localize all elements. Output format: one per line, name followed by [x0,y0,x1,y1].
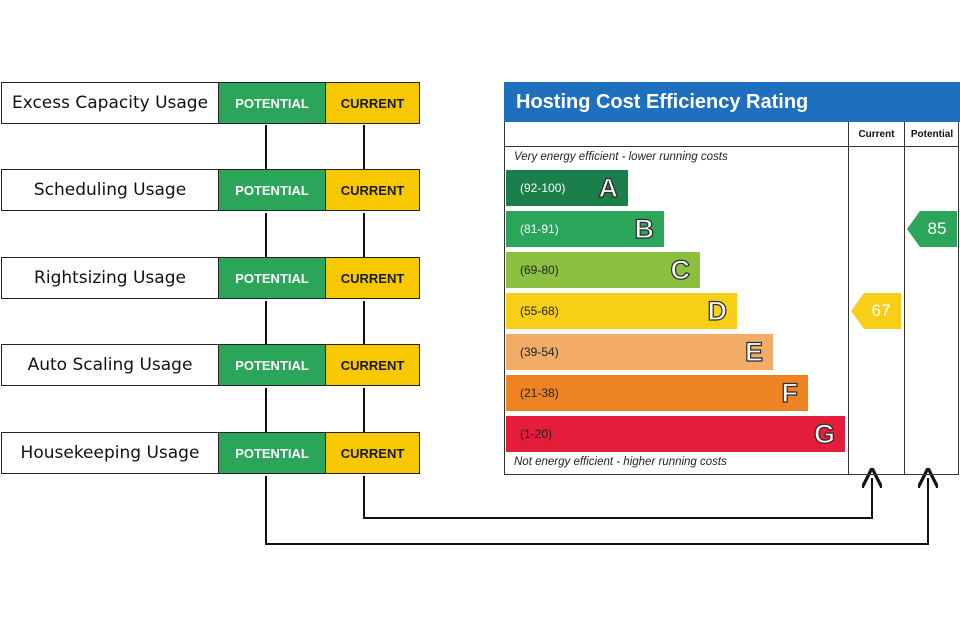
potential-tag: POTENTIAL [219,83,326,123]
usage-row: Scheduling Usage POTENTIAL CURRENT [1,169,420,211]
rating-title: Hosting Cost Efficiency Rating [516,90,809,113]
rating-band-g: (1-20) G [506,416,845,452]
bottom-caption: Not energy efficient - higher running co… [514,456,727,468]
band-range: (1-20) [520,427,553,441]
band-range: (81-91) [520,222,559,236]
potential-column-divider [904,122,905,474]
usage-row: Excess Capacity Usage POTENTIAL CURRENT [1,82,420,124]
current-rating-marker: 67 [851,293,901,329]
current-rating-value: 67 [871,301,891,320]
band-range: (55-68) [520,304,559,318]
usage-row: Rightsizing Usage POTENTIAL CURRENT [1,257,420,299]
potential-tag: POTENTIAL [219,345,326,385]
potential-tag: POTENTIAL [219,433,326,473]
band-range: (21-38) [520,386,559,400]
rating-band-d: (55-68) D [506,293,737,329]
usage-row: Auto Scaling Usage POTENTIAL CURRENT [1,344,420,386]
header-divider [505,146,958,147]
rating-title-bar: Hosting Cost Efficiency Rating [504,82,960,122]
usage-label: Housekeeping Usage [2,433,219,473]
band-range: (69-80) [520,263,559,277]
band-letter: E [744,336,763,367]
potential-feed-arrow [265,476,928,545]
potential-tag: POTENTIAL [219,258,326,298]
rating-band-b: (81-91) B [506,211,664,247]
potential-tag: POTENTIAL [219,170,326,210]
top-caption: Very energy efficient - lower running co… [514,151,728,163]
rating-band-f: (21-38) F [506,375,808,411]
band-range: (92-100) [520,181,566,195]
usage-label: Scheduling Usage [2,170,219,210]
band-letter: B [634,213,655,244]
band-letter: D [707,295,728,326]
current-tag: CURRENT [326,170,419,210]
band-letter: C [670,254,691,285]
current-tag: CURRENT [326,433,419,473]
current-tag: CURRENT [326,258,419,298]
band-letter: G [813,418,835,449]
current-column-divider [848,122,849,474]
band-letter: F [781,377,799,408]
current-tag: CURRENT [326,83,419,123]
usage-label: Excess Capacity Usage [2,83,219,123]
rating-band-c: (69-80) C [506,252,700,288]
rating-band-a: (92-100) A [506,170,628,206]
current-tag: CURRENT [326,345,419,385]
current-feed-arrow [363,476,872,519]
potential-rating-value: 85 [927,219,947,238]
usage-label: Auto Scaling Usage [2,345,219,385]
rating-table: Current Potential Very energy efficient … [504,122,959,475]
usage-label: Rightsizing Usage [2,258,219,298]
current-column-header: Current [858,128,895,140]
potential-column-header: Potential [910,128,954,140]
rating-band-e: (39-54) E [506,334,773,370]
potential-rating-marker: 85 [907,211,957,247]
usage-row: Housekeeping Usage POTENTIAL CURRENT [1,432,420,474]
band-letter: A [598,172,619,203]
band-range: (39-54) [520,345,559,359]
